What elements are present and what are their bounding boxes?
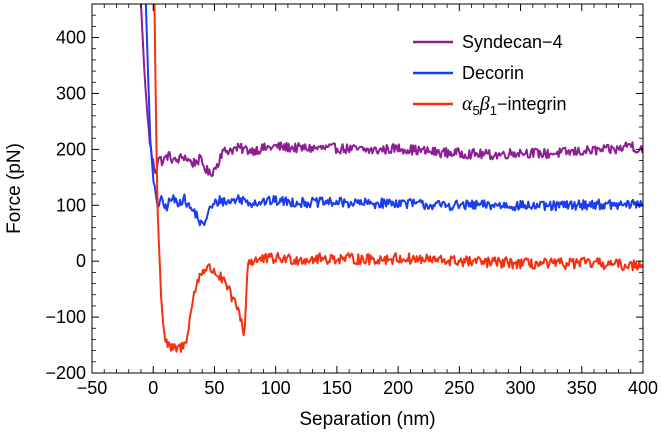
x-tick-label: 300 — [506, 378, 536, 398]
legend-label-part: 1 — [490, 103, 497, 118]
y-tick-label: 400 — [56, 28, 86, 48]
legend: Syndecan−4 Decorin α5β1−integrin — [413, 32, 567, 118]
y-axis-title: Force (pN) — [4, 143, 25, 234]
x-tick-label: 400 — [628, 378, 658, 398]
legend-label-1: Decorin — [462, 63, 524, 83]
y-tick-label: 300 — [56, 83, 86, 103]
x-tick-label: 100 — [261, 378, 291, 398]
series-layer — [139, 4, 643, 353]
x-tick-label: 150 — [322, 378, 352, 398]
x-axis-title: Separation (nm) — [299, 409, 435, 430]
x-tick-label: 200 — [383, 378, 413, 398]
legend-label-part: 5 — [473, 103, 480, 118]
x-tick-label: −50 — [77, 378, 108, 398]
series-line-0 — [139, 4, 643, 178]
plot-frame — [91, 3, 644, 374]
legend-label-2: α5β1−integrin — [462, 93, 567, 118]
legend-label-part: −integrin — [497, 94, 567, 114]
ticks-layer: −50 0 50 100 150 200 250 300 350 400 −200 −100 0 100 2… — [45, 3, 658, 398]
y-tick-label: 200 — [56, 139, 86, 159]
y-tick-label: 0 — [76, 251, 86, 271]
x-tick-label: 50 — [204, 378, 224, 398]
series-line-2 — [153, 4, 643, 353]
y-tick-label: −200 — [45, 363, 86, 383]
series-line-1 — [144, 4, 643, 227]
x-tick-label: 250 — [444, 378, 474, 398]
legend-label-part: β — [479, 93, 490, 115]
legend-label-part: α — [462, 93, 473, 115]
x-tick-label: 0 — [148, 378, 158, 398]
legend-label-0: Syndecan−4 — [462, 32, 563, 52]
x-tick-label: 350 — [567, 378, 597, 398]
y-tick-label: 100 — [56, 195, 86, 215]
y-tick-label: −100 — [45, 307, 86, 327]
